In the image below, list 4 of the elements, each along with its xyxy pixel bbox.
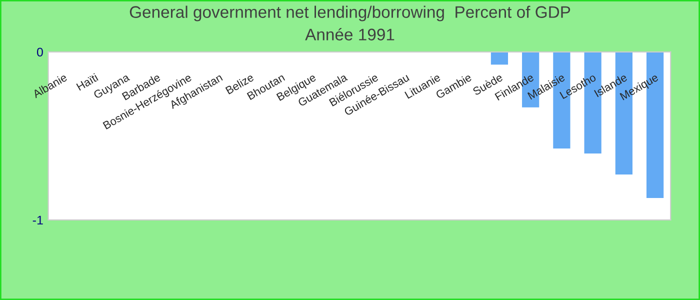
y-tick-label: -1 <box>32 216 43 224</box>
chart-subtitle: Année 1991 <box>305 28 394 40</box>
chart-title: General government net lending/borrowing Percent of GDP <box>130 6 570 22</box>
y-tick-label: 0 <box>36 48 43 57</box>
